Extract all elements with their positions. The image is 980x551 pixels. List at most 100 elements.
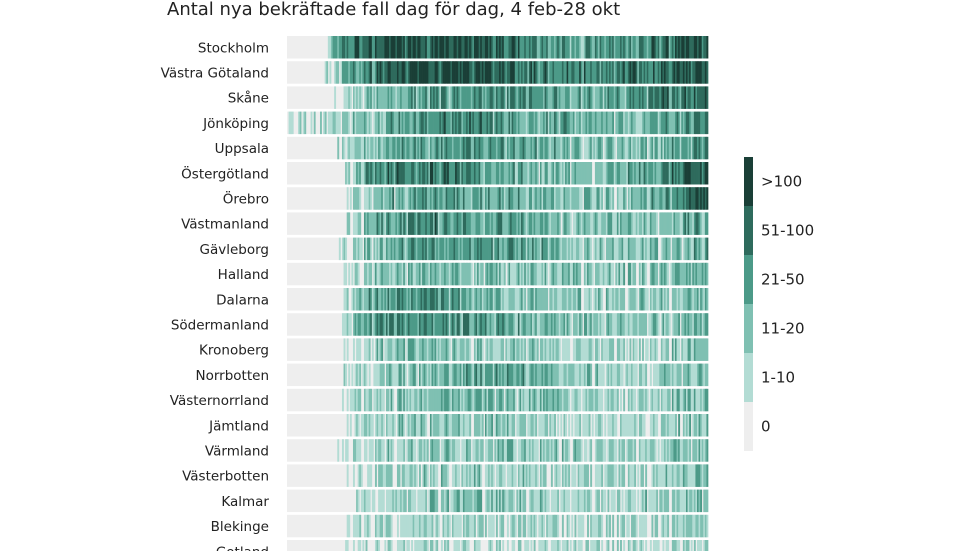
heatmap-cell (472, 288, 475, 311)
heatmap-cell (387, 363, 390, 387)
heatmap-cell (667, 162, 670, 185)
heatmap-cell (591, 313, 594, 336)
heatmap-cell (341, 136, 344, 160)
heatmap-cell (522, 187, 525, 210)
heatmap-cell (473, 414, 476, 437)
heatmap-cell (624, 187, 627, 210)
heatmap-cell (486, 162, 489, 185)
heatmap-cell (631, 414, 633, 437)
heatmap-cell (439, 162, 442, 185)
heatmap-cell (381, 489, 384, 513)
heatmap-cell (698, 514, 701, 538)
heatmap-cell (381, 464, 384, 487)
heatmap-cell (574, 288, 577, 311)
heatmap-cell (508, 111, 511, 135)
heatmap-cell (679, 363, 682, 387)
heatmap-cell (429, 414, 432, 437)
heatmap-cell (343, 338, 346, 361)
heatmap-cell (345, 313, 348, 336)
heatmap-cell (560, 489, 563, 513)
heatmap-cell (379, 489, 382, 513)
heatmap-cell (527, 288, 530, 311)
heatmap-cell (354, 388, 357, 412)
heatmap-cell (521, 363, 523, 387)
heatmap-cell (643, 288, 646, 311)
heatmap-cell (472, 363, 475, 387)
heatmap-cell (535, 489, 538, 513)
heatmap-cell (373, 489, 376, 513)
heatmap-cell (565, 237, 567, 261)
heatmap-cell (370, 86, 373, 109)
heatmap-cell (354, 363, 357, 387)
heatmap-cell (455, 489, 458, 513)
heatmap-cell (560, 237, 563, 261)
heatmap-cell (429, 338, 432, 361)
heatmap-cell (429, 136, 432, 160)
heatmap-cell (489, 212, 492, 235)
heatmap-cell (629, 363, 632, 387)
region-label-jönköping: Jönköping (202, 116, 269, 132)
heatmap-cell (488, 514, 490, 538)
heatmap-cell (662, 111, 665, 135)
heatmap-cell (643, 489, 646, 513)
heatmap-cell (418, 489, 421, 513)
heatmap-cell (554, 464, 556, 487)
heatmap-cell (604, 136, 607, 160)
heatmap-cell (489, 338, 492, 361)
heatmap-cell (673, 338, 676, 361)
heatmap-cell (368, 514, 371, 538)
heatmap-cell (668, 136, 671, 160)
heatmap-cell (440, 262, 443, 286)
heatmap-cell (484, 338, 487, 361)
heatmap-cell (362, 540, 365, 551)
heatmap-cell (426, 212, 429, 235)
heatmap-cell (550, 338, 553, 361)
heatmap-cell (638, 212, 641, 235)
heatmap-cell (414, 162, 417, 185)
heatmap-cell (682, 36, 685, 59)
heatmap-cell (535, 212, 538, 235)
heatmap-cell (626, 36, 629, 59)
heatmap-cell (673, 313, 676, 336)
heatmap-cell (477, 388, 479, 412)
heatmap-cell (546, 288, 549, 311)
heatmap-cell (445, 313, 448, 336)
heatmap-cell (643, 61, 646, 84)
heatmap-cell (643, 187, 646, 210)
heatmap-cell (662, 439, 665, 462)
heatmap-cell (466, 489, 468, 513)
heatmap-cell (516, 61, 519, 84)
heatmap-cell (571, 489, 574, 513)
heatmap-cell (676, 262, 679, 286)
heatmap-cell (582, 86, 585, 109)
heatmap-cell (541, 136, 544, 160)
heatmap-cell (557, 187, 560, 210)
heatmap-cell (692, 237, 695, 261)
heatmap-cell (525, 86, 528, 109)
heatmap-cell (524, 388, 527, 412)
heatmap-cell (568, 86, 571, 109)
heatmap-cell (522, 388, 525, 412)
heatmap-cell (510, 439, 512, 462)
heatmap-cell (508, 36, 511, 59)
heatmap-cell (524, 514, 527, 538)
heatmap-cell (607, 162, 610, 185)
heatmap-cell (346, 514, 349, 538)
heatmap-cell (367, 36, 370, 59)
heatmap-cell (511, 237, 514, 261)
heatmap-cell (335, 36, 338, 59)
heatmap-cell (538, 313, 541, 336)
heatmap-cell (477, 111, 479, 135)
heatmap-cell (591, 414, 594, 437)
heatmap-cell (390, 262, 393, 286)
heatmap-cell (671, 237, 674, 261)
heatmap-cell (703, 464, 706, 487)
region-label-södermanland: Södermanland (171, 317, 269, 333)
heatmap-cell (464, 187, 467, 210)
heatmap-cell (697, 162, 699, 185)
heatmap-cell (368, 363, 371, 387)
heatmap-cell (620, 514, 622, 538)
heatmap-cell (629, 136, 632, 160)
heatmap-cell (395, 313, 398, 336)
heatmap-cell (453, 288, 456, 311)
